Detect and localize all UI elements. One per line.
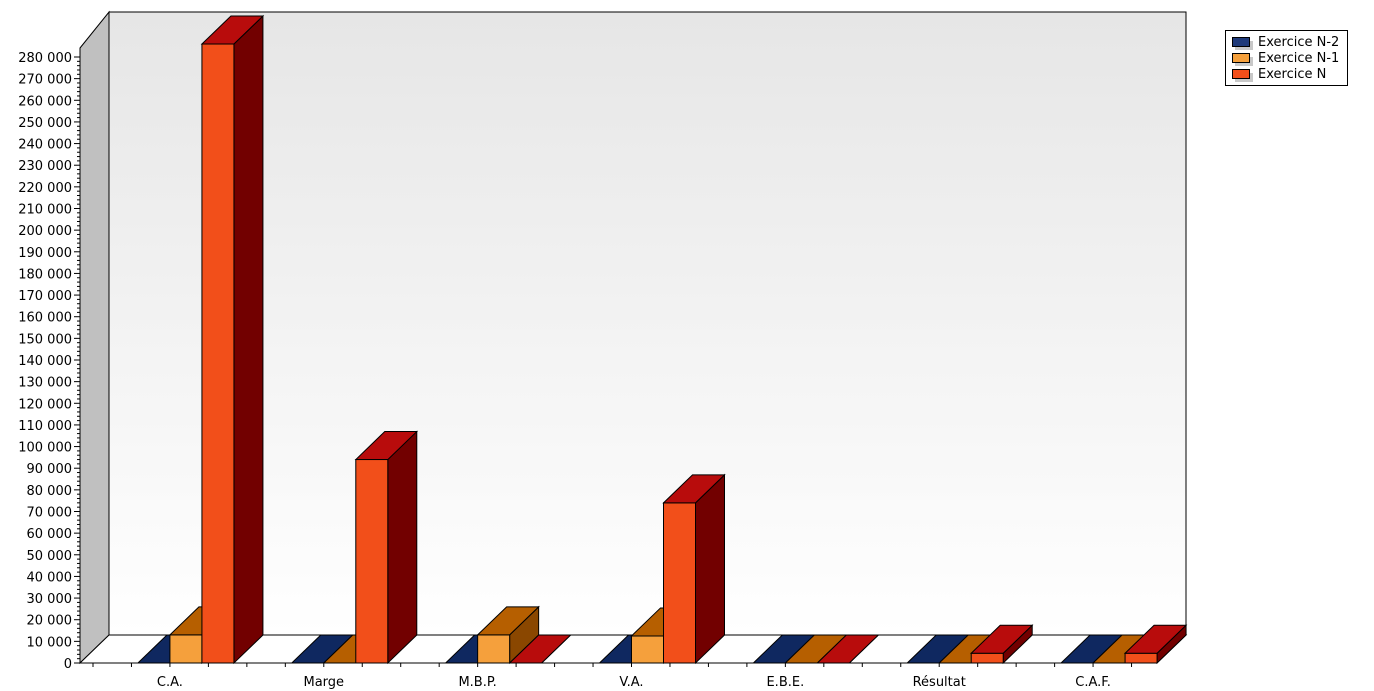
y-axis: 0 10 000 20 000 30 000 40 000 50 000 60 000 70 … — [18, 48, 81, 672]
x-tick-label: C.A. — [157, 675, 183, 690]
legend-item-n1: Exercice N-1 — [1232, 50, 1339, 66]
legend-swatch-n1 — [1232, 53, 1253, 66]
y-tick-label: 30 000 — [27, 592, 73, 607]
x-tick-label: C.A.F. — [1075, 675, 1111, 690]
x-tick-label: M.B.P. — [458, 675, 496, 690]
legend-swatch-n2 — [1232, 37, 1253, 50]
y-tick-label: 150 000 — [18, 332, 72, 347]
bar-exercice-n-1-2 — [476, 605, 540, 665]
y-tick-label: 160 000 — [18, 311, 72, 326]
legend-label-n: Exercice N — [1258, 66, 1327, 82]
back-wall — [108, 11, 1187, 636]
y-tick-label: 120 000 — [18, 397, 72, 412]
y-tick-label: 180 000 — [18, 267, 72, 282]
x-tick-label: E.B.E. — [766, 675, 804, 690]
y-tick-label: 170 000 — [18, 289, 72, 304]
bar-exercice-n-1 — [354, 430, 419, 665]
y-tick-label: 260 000 — [18, 94, 72, 109]
side-wall — [79, 10, 110, 665]
y-tick-label: 90 000 — [27, 462, 73, 477]
bar-exercice-n-5 — [969, 624, 1034, 665]
y-tick-label: 130 000 — [18, 376, 72, 391]
y-tick-label: 0 — [64, 657, 72, 672]
y-tick-label: 100 000 — [18, 441, 72, 456]
y-tick-label: 70 000 — [27, 506, 73, 521]
legend: Exercice N-2 Exercice N-1 Exercice N — [1225, 30, 1349, 86]
y-tick-label: 60 000 — [27, 527, 73, 542]
bar-exercice-n-6 — [1123, 624, 1188, 665]
plot-walls — [78, 10, 1188, 665]
bar-exercice-n-3 — [662, 473, 726, 665]
y-tick-label: 190 000 — [18, 246, 72, 261]
x-tick-label: Résultat — [913, 675, 966, 690]
legend-label-n1: Exercice N-1 — [1258, 50, 1340, 66]
y-tick-label: 50 000 — [27, 549, 73, 564]
y-tick-label: 270 000 — [18, 73, 72, 88]
legend-item-n: Exercice N — [1232, 66, 1339, 82]
y-tick-label: 220 000 — [18, 181, 72, 196]
y-tick-label: 20 000 — [27, 614, 73, 629]
y-tick-label: 10 000 — [27, 635, 73, 650]
y-tick-label: 80 000 — [27, 484, 73, 499]
y-tick-label: 280 000 — [18, 51, 72, 66]
y-tick-label: 210 000 — [18, 203, 72, 218]
x-tick-label: Marge — [304, 675, 345, 690]
y-tick-label: 140 000 — [18, 354, 72, 369]
x-tick-label: V.A. — [619, 675, 643, 690]
y-tick-label: 250 000 — [18, 116, 72, 131]
y-tick-label: 40 000 — [27, 570, 73, 585]
x-axis: C.A. Marge M.B.P. V.A. E.B.E. Résultat C.A.F. — [80, 662, 1157, 690]
legend-label-n2: Exercice N-2 — [1258, 34, 1340, 50]
y-tick-label: 200 000 — [18, 224, 72, 239]
legend-item-n2: Exercice N-2 — [1232, 34, 1339, 50]
y-tick-label: 240 000 — [18, 138, 72, 153]
legend-swatch-n — [1232, 69, 1253, 82]
y-tick-label: 110 000 — [18, 419, 72, 434]
y-tick-label: 230 000 — [18, 159, 72, 174]
bar-exercice-n-0 — [200, 14, 265, 665]
